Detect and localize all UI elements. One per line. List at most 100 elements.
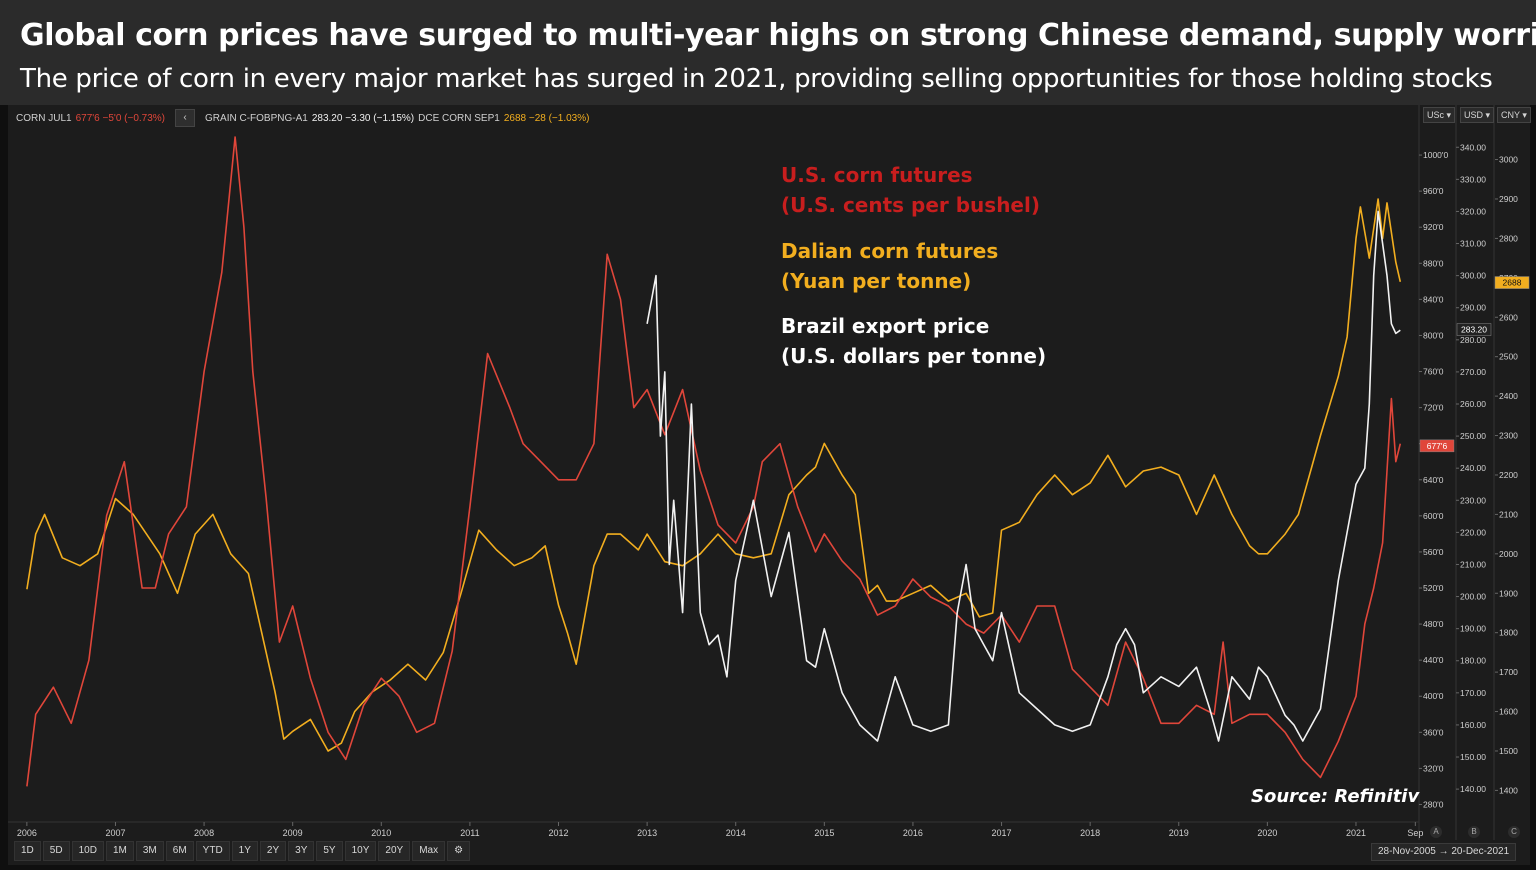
y-tick-label-cny: 2100 bbox=[1499, 509, 1518, 519]
range-button-5d[interactable]: 5D bbox=[42, 841, 70, 861]
y-tick-label-cny: 2600 bbox=[1499, 312, 1518, 322]
source-note: Source: Refinitiv bbox=[1251, 786, 1420, 807]
axis-b-unit: USD bbox=[1464, 110, 1484, 120]
range-button-6m[interactable]: 6M bbox=[165, 841, 194, 861]
x-tick-label: 2018 bbox=[1080, 828, 1100, 838]
axis-b-badge[interactable]: B bbox=[1468, 826, 1480, 838]
last-value-tag-cny bbox=[1494, 276, 1530, 289]
axis-c-badge[interactable]: C bbox=[1508, 826, 1520, 838]
x-tick-label: 2014 bbox=[726, 828, 746, 838]
y-tick-label-usc: 640'0 bbox=[1423, 475, 1444, 485]
x-tick-label: 2021 bbox=[1346, 828, 1366, 838]
range-button-20y[interactable]: 20Y bbox=[378, 841, 411, 861]
y-tick-label-usc: 760'0 bbox=[1423, 367, 1444, 377]
x-tick-label: 2016 bbox=[903, 828, 923, 838]
y-tick-label-usd: 340.00 bbox=[1460, 142, 1486, 152]
range-button-10y[interactable]: 10Y bbox=[344, 841, 377, 861]
y-tick-label-usd: 240.00 bbox=[1460, 463, 1486, 473]
y-tick-label-usd: 140.00 bbox=[1460, 784, 1486, 794]
y-tick-label-usc: 880'0 bbox=[1423, 258, 1444, 268]
legend-corn-symbol[interactable]: CORN JUL1 bbox=[16, 112, 72, 124]
legend-dce-values: 2688 −28 (−1.03%) bbox=[503, 112, 590, 124]
y-tick-label-cny: 1500 bbox=[1499, 746, 1518, 756]
y-tick-label-cny: 2900 bbox=[1499, 194, 1518, 204]
y-tick-label-usc: 1000'0 bbox=[1423, 150, 1449, 160]
chevron-down-icon: ▾ bbox=[1522, 110, 1527, 120]
y-tick-label-usd: 310.00 bbox=[1460, 239, 1486, 249]
last-value-label-usc: 677'6 bbox=[1427, 441, 1448, 451]
y-tick-label-cny: 1400 bbox=[1499, 785, 1518, 795]
y-tick-label-cny: 2300 bbox=[1499, 431, 1518, 441]
legend-dce-symbol[interactable]: DCE CORN SEP1 bbox=[418, 112, 500, 124]
range-button-ytd[interactable]: YTD bbox=[195, 841, 230, 861]
dalian-corn-annotation: Dalian corn futures (Yuan per tonne) bbox=[781, 236, 998, 296]
gear-icon[interactable]: ⚙ bbox=[447, 841, 471, 861]
date-range-selector[interactable]: 28-Nov-2005 → 20-Dec-2021 bbox=[1371, 843, 1517, 861]
y-tick-label-cny: 2800 bbox=[1499, 233, 1518, 243]
range-button-2y[interactable]: 2Y bbox=[259, 841, 287, 861]
x-tick-label: 2008 bbox=[194, 828, 214, 838]
y-tick-label-usd: 320.00 bbox=[1460, 206, 1486, 216]
legend-grain-values: 283.20 −3.30 (−1.15%) bbox=[311, 112, 415, 124]
y-tick-label-usd: 160.00 bbox=[1460, 720, 1486, 730]
y-tick-label-usc: 720'0 bbox=[1423, 403, 1444, 413]
x-tick-label: 2019 bbox=[1169, 828, 1189, 838]
range-button-10d[interactable]: 10D bbox=[71, 841, 104, 861]
range-button-3y[interactable]: 3Y bbox=[288, 841, 315, 861]
series-line-usd bbox=[646, 210, 1401, 742]
range-button-max[interactable]: Max bbox=[412, 841, 446, 861]
y-tick-label-cny: 1600 bbox=[1499, 707, 1518, 717]
range-button-3m[interactable]: 3M bbox=[135, 841, 164, 861]
chevron-left-icon[interactable]: ‹ bbox=[175, 109, 196, 127]
series-line-usc bbox=[26, 136, 1402, 787]
range-button-5y[interactable]: 5Y bbox=[316, 841, 343, 861]
x-tick-label: 2017 bbox=[992, 828, 1012, 838]
us-corn-annotation-line1: U.S. corn futures bbox=[781, 163, 973, 187]
axis-b-unit-selector[interactable]: USD ▾ bbox=[1460, 107, 1495, 123]
last-value-label-usd: 283.20 bbox=[1461, 325, 1487, 335]
y-tick-label-usc: 800'0 bbox=[1423, 330, 1444, 340]
axis-c-unit-selector[interactable]: CNY ▾ bbox=[1497, 107, 1531, 123]
range-button-1m[interactable]: 1M bbox=[105, 841, 134, 861]
y-tick-label-usc: 960'0 bbox=[1423, 186, 1444, 196]
last-value-tag-usc bbox=[1419, 439, 1455, 453]
y-tick-label-usc: 560'0 bbox=[1423, 547, 1444, 557]
axis-a-badge[interactable]: A bbox=[1430, 826, 1442, 838]
dalian-corn-annotation-line1: Dalian corn futures bbox=[781, 239, 999, 263]
y-tick-label-usc: 840'0 bbox=[1423, 294, 1444, 304]
y-tick-label-usd: 180.00 bbox=[1460, 656, 1486, 666]
series-line-cny bbox=[26, 198, 1402, 752]
y-tick-label-usc: 600'0 bbox=[1423, 511, 1444, 521]
y-tick-label-usc: 480'0 bbox=[1423, 619, 1444, 629]
y-tick-label-cny: 1700 bbox=[1499, 667, 1518, 677]
y-tick-label-usd: 230.00 bbox=[1460, 495, 1486, 505]
us-corn-annotation-line2: (U.S. cents per bushel) bbox=[781, 193, 1040, 217]
last-value-label-cny: 2688 bbox=[1503, 278, 1522, 288]
brazil-export-annotation-line1: Brazil export price bbox=[781, 314, 990, 338]
axis-a-unit: USc bbox=[1427, 110, 1445, 120]
chart-frame bbox=[8, 105, 1530, 865]
y-tick-label-cny: 2400 bbox=[1499, 391, 1518, 401]
y-tick-label-usd: 220.00 bbox=[1460, 527, 1486, 537]
y-tick-label-usc: 280'0 bbox=[1423, 799, 1444, 809]
chart-subtitle: The price of corn in every major market … bbox=[20, 64, 1493, 94]
y-tick-label-usc: 440'0 bbox=[1423, 655, 1444, 665]
y-tick-label-usd: 260.00 bbox=[1460, 399, 1486, 409]
y-tick-label-usc: 320'0 bbox=[1423, 763, 1444, 773]
range-button-1y[interactable]: 1Y bbox=[231, 841, 258, 861]
range-button-1d[interactable]: 1D bbox=[14, 841, 41, 861]
y-tick-label-usd: 170.00 bbox=[1460, 688, 1486, 698]
axis-a-unit-selector[interactable]: USc ▾ bbox=[1423, 107, 1456, 123]
y-tick-label-usd: 290.00 bbox=[1460, 303, 1486, 313]
legend-grain-symbol[interactable]: GRAIN C-FOBPNG-A1 bbox=[205, 112, 308, 124]
x-tick-label: 2006 bbox=[17, 828, 37, 838]
brazil-export-annotation: Brazil export price (U.S. dollars per to… bbox=[781, 311, 1046, 371]
y-tick-label-usd: 280.00 bbox=[1460, 335, 1486, 345]
y-tick-label-cny: 3000 bbox=[1499, 155, 1518, 165]
x-tick-label: 2013 bbox=[637, 828, 657, 838]
y-tick-label-usd: 270.00 bbox=[1460, 367, 1486, 377]
legend-corn-values: 677'6 −5'0 (−0.73%) bbox=[75, 112, 166, 124]
y-tick-label-usd: 190.00 bbox=[1460, 624, 1486, 634]
axis-c-unit: CNY bbox=[1501, 110, 1520, 120]
